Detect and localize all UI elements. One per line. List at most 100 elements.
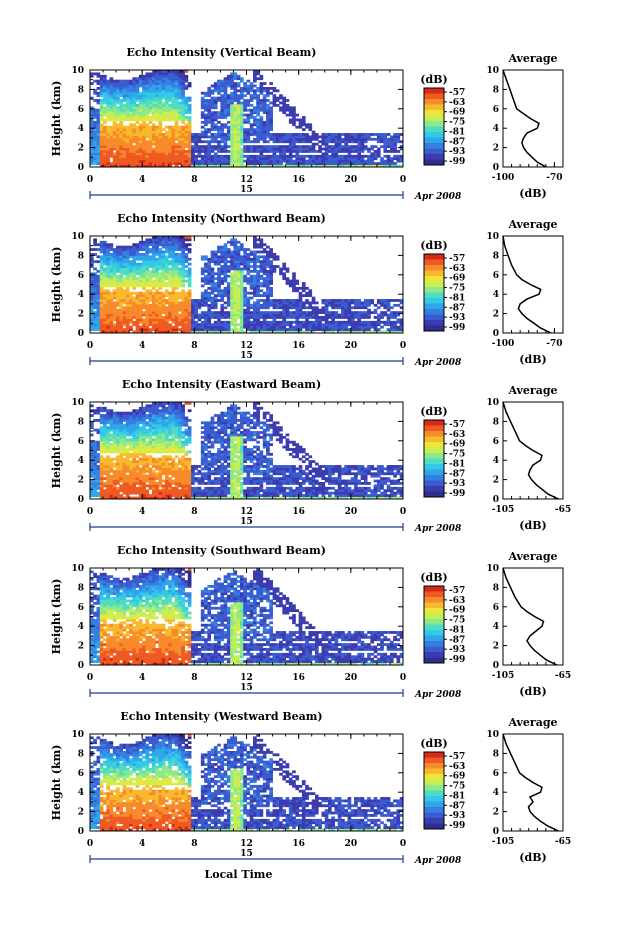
heatmap-cell [383, 299, 388, 302]
heatmap-cell [135, 96, 140, 100]
heatmap-cell [334, 328, 339, 331]
heatmap-cell [288, 325, 293, 329]
heatmap-cell [168, 103, 172, 107]
heatmap-cell [187, 120, 192, 124]
heatmap-cell [112, 89, 117, 93]
heatmap-cell [164, 142, 169, 146]
heatmap-cell [269, 328, 273, 331]
heatmap-cell [230, 279, 234, 283]
heatmap-cell [148, 103, 153, 107]
heatmap-cell [256, 308, 260, 312]
heatmap-cell [243, 120, 247, 124]
heatmap-cell [151, 140, 156, 144]
heatmap-cell [174, 101, 179, 105]
heatmap-cell [275, 265, 280, 268]
heatmap-cell [116, 135, 120, 139]
heatmap-cell [151, 284, 156, 288]
heatmap-cell [129, 147, 133, 151]
heatmap-cell [148, 99, 153, 102]
heatmap-cell [226, 108, 231, 112]
heatmap-cell [223, 277, 228, 281]
heatmap-cell [236, 154, 241, 158]
heatmap-cell [151, 108, 156, 112]
heatmap-cell [151, 296, 156, 300]
colorbar-swatch [424, 303, 444, 310]
heatmap-cell [213, 140, 218, 144]
heatmap-cell [207, 274, 212, 278]
heatmap-cell [210, 301, 215, 305]
colorbar-tick-label: -93 [449, 147, 465, 157]
heatmap-cell [106, 260, 110, 264]
heatmap-cell [161, 240, 166, 244]
heatmap-cell [285, 137, 290, 141]
heatmap-cell [217, 279, 221, 283]
heatmap-cell [197, 159, 202, 163]
heatmap-cell [125, 82, 130, 85]
heatmap-cell [318, 308, 322, 312]
colorbar-swatch [424, 143, 444, 149]
heatmap-cell [292, 284, 296, 288]
heatmap-cell [239, 269, 244, 273]
heatmap-cell [233, 157, 238, 161]
heatmap-cell [269, 311, 273, 314]
heatmap-cell [155, 252, 159, 256]
heatmap-cell [226, 145, 231, 148]
heatmap-cell [233, 82, 238, 85]
heatmap-cell [116, 164, 120, 168]
heatmap-cell [106, 152, 110, 156]
heatmap-cell [305, 150, 309, 153]
heatmap-cell [210, 255, 215, 259]
heatmap-cell [243, 262, 247, 266]
heatmap-cell [334, 311, 339, 314]
heatmap-cell [148, 79, 153, 83]
heatmap-cell [324, 308, 329, 312]
heatmap-cell [213, 84, 218, 88]
heatmap-cell [233, 133, 238, 136]
heatmap-cell [363, 299, 368, 302]
heatmap-cell [321, 152, 326, 156]
heatmap-cell [285, 277, 290, 281]
heatmap-cell [132, 323, 137, 327]
heatmap-cell [142, 154, 146, 158]
colorbar-tick-label: -69 [449, 274, 465, 284]
heatmap-cell [145, 291, 150, 295]
heatmap-cell [256, 157, 260, 161]
heatmap-cell [226, 265, 231, 268]
heatmap-cell [256, 260, 260, 264]
heatmap-cell [164, 91, 169, 95]
heatmap-cell [132, 265, 137, 268]
heatmap-cell [239, 303, 244, 307]
heatmap-cell [151, 255, 156, 259]
heatmap-cell [168, 243, 172, 247]
profile-y-tick-label: 0 [493, 163, 499, 173]
heatmap-cell [321, 328, 326, 331]
heatmap-cell [148, 77, 153, 81]
heatmap-cell [383, 140, 388, 144]
date-month-label: Apr 2008 [414, 192, 462, 202]
heatmap-cell [259, 330, 264, 334]
heatmap-cell [148, 257, 153, 261]
heatmap-cell [158, 279, 163, 283]
heatmap-cell [135, 248, 140, 251]
heatmap-cell [269, 286, 273, 290]
heatmap-cell [354, 311, 358, 314]
heatmap-cell [207, 316, 212, 319]
heatmap-cell [129, 284, 133, 288]
heatmap-cell [155, 296, 159, 300]
heatmap-cell [249, 252, 254, 256]
heatmap-cell [253, 130, 257, 134]
heatmap-cell [122, 164, 127, 168]
heatmap-cell [305, 291, 309, 295]
heatmap-cell [266, 286, 270, 290]
heatmap-cell [324, 330, 329, 334]
heatmap-cell [145, 130, 150, 134]
heatmap-cell [213, 255, 218, 259]
heatmap-cell [350, 162, 355, 165]
heatmap-cell [99, 274, 104, 278]
heatmap-cell [93, 296, 97, 300]
heatmap-cell [90, 265, 94, 268]
heatmap-cell [204, 159, 208, 163]
heatmap-cell [187, 82, 192, 85]
heatmap-cell [213, 323, 218, 327]
heatmap-cell [266, 257, 270, 261]
